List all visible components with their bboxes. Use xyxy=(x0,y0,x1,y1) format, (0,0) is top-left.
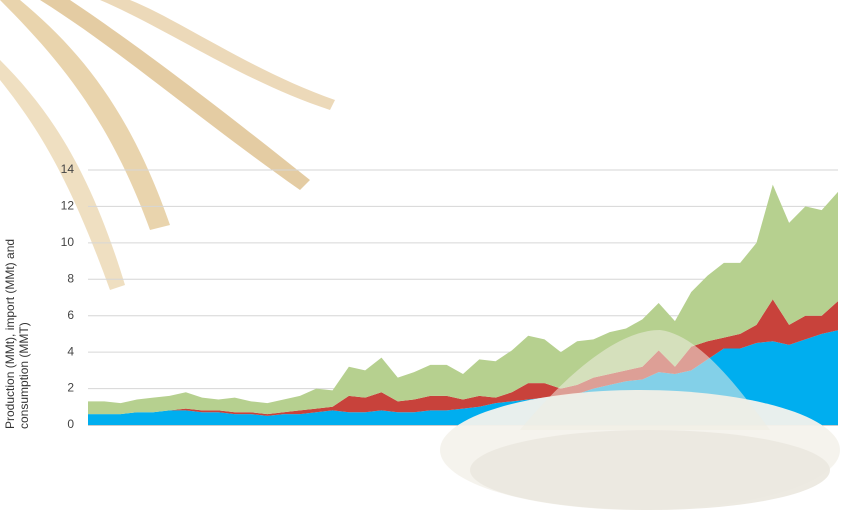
y-tick-label: 6 xyxy=(67,308,74,322)
y-tick-label: 12 xyxy=(61,199,75,213)
wheat-decoration xyxy=(0,0,335,290)
y-tick-label: 10 xyxy=(61,235,75,249)
y-tick-label: 0 xyxy=(67,417,74,431)
y-tick-label: 4 xyxy=(67,344,74,358)
flour xyxy=(470,430,830,510)
flour-decoration xyxy=(440,330,840,510)
flour xyxy=(520,330,770,430)
y-axis-label: Production (MMt), import (MMt) and consu… xyxy=(3,238,31,429)
y-tick-label: 2 xyxy=(67,381,74,395)
y-tick-label: 8 xyxy=(67,271,74,285)
y-tick-label: 14 xyxy=(61,162,75,176)
